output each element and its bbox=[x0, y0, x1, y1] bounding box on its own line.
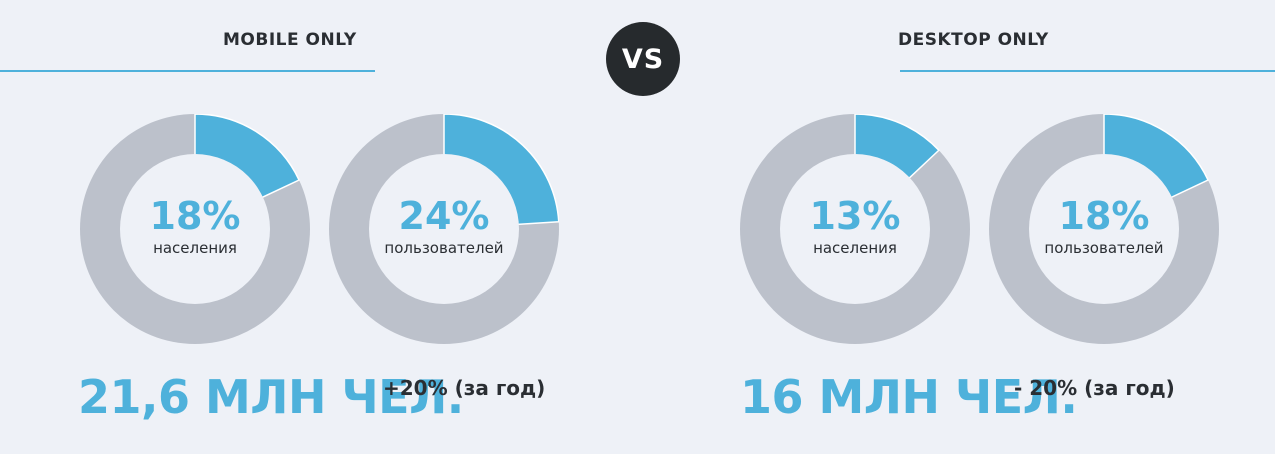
donut-center: 18% пользователей bbox=[989, 114, 1219, 344]
mobile-only-title: MOBILE ONLY bbox=[223, 30, 357, 50]
desktop-total-users: 16 МЛН ЧЕЛ. bbox=[740, 370, 1078, 424]
donut-chart-desktop-users: 18% пользователей bbox=[989, 114, 1219, 344]
desktop-only-title: DESKTOP ONLY bbox=[898, 30, 1049, 50]
vs-label: VS bbox=[621, 43, 665, 75]
mobile-title-rule bbox=[0, 70, 375, 72]
donut-svg bbox=[740, 114, 970, 344]
mobile-total-users: 21,6 МЛН ЧЕЛ. bbox=[78, 370, 464, 424]
donut-label: населения bbox=[813, 239, 897, 257]
donut-chart-desktop-population: 13% населения bbox=[740, 114, 970, 344]
desktop-title-rule bbox=[900, 70, 1275, 72]
donut-center: 13% населения bbox=[740, 114, 970, 344]
donut-center: 24% пользователей bbox=[329, 114, 559, 344]
donut-hole bbox=[1029, 154, 1179, 304]
mobile-yearly-change: +20% (за год) bbox=[383, 376, 546, 400]
donut-svg bbox=[80, 114, 310, 344]
donut-hole bbox=[120, 154, 270, 304]
donut-label: населения bbox=[153, 239, 237, 257]
donut-percent: 24% bbox=[398, 194, 490, 238]
vs-badge: VS bbox=[606, 22, 680, 96]
donut-chart-mobile-users: 24% пользователей bbox=[329, 114, 559, 344]
donut-svg bbox=[329, 114, 559, 344]
donut-center: 18% населения bbox=[80, 114, 310, 344]
donut-hole bbox=[369, 154, 519, 304]
donut-hole bbox=[780, 154, 930, 304]
donut-chart-mobile-population: 18% населения bbox=[80, 114, 310, 344]
donut-percent: 18% bbox=[1058, 194, 1150, 238]
donut-percent: 13% bbox=[809, 194, 901, 238]
donut-label: пользователей bbox=[1044, 239, 1164, 257]
donut-label: пользователей bbox=[384, 239, 504, 257]
donut-percent: 18% bbox=[149, 194, 241, 238]
donut-svg bbox=[989, 114, 1219, 344]
desktop-yearly-change: - 20% (за год) bbox=[1014, 376, 1175, 400]
